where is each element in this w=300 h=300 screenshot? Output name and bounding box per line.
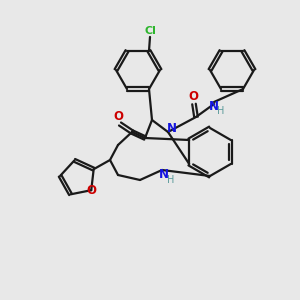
- Text: H: H: [167, 175, 175, 185]
- Text: H: H: [217, 106, 225, 116]
- Text: Cl: Cl: [144, 26, 156, 36]
- Text: O: O: [113, 110, 123, 124]
- Text: N: N: [209, 100, 219, 112]
- Text: N: N: [167, 122, 177, 134]
- Text: O: O: [86, 184, 96, 197]
- Text: O: O: [188, 91, 198, 103]
- Text: N: N: [159, 169, 169, 182]
